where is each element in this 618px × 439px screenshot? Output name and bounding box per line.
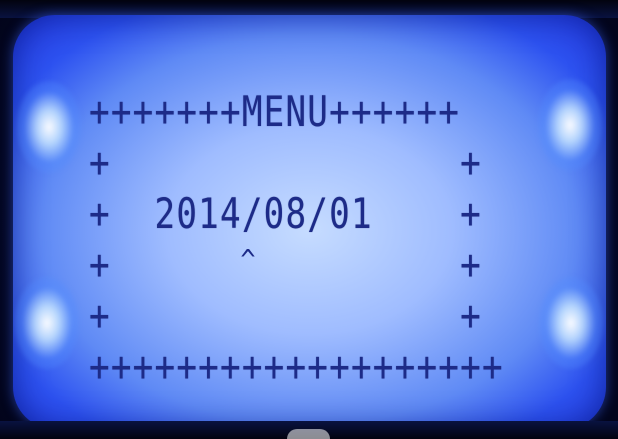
top-bezel [0, 0, 618, 18]
date-line: + 2014/08/01 + [89, 189, 482, 238]
backlight-glow-right-top [538, 79, 602, 171]
menu-border-line-4: + + [89, 240, 482, 289]
backlight-glow-right-bottom [539, 277, 603, 369]
bottom-indicator-mark [287, 429, 330, 439]
menu-border-line-2: + + [89, 138, 482, 187]
backlight-glow-left-top [17, 81, 81, 173]
menu-bottom-border: +++++++++++++++++++ [89, 342, 504, 391]
lcd-screen: +++++++MENU++++++ + + + 2014/08/01 + + + + +… [13, 15, 606, 429]
backlight-glow-left-bottom [15, 277, 79, 369]
menu-border-line-5: + + [89, 291, 482, 340]
date-cursor-indicator: ^ [240, 243, 256, 276]
menu-display-text: +++++++MENU++++++ + + + 2014/08/01 + + + + +… [89, 86, 504, 392]
menu-title-line: +++++++MENU++++++ [89, 87, 461, 136]
